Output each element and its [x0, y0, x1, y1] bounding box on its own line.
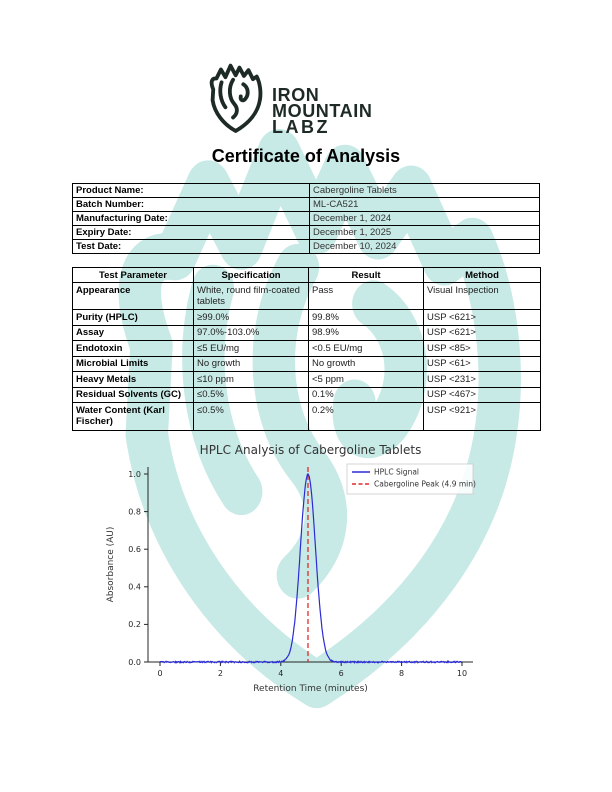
result-cell: <0.5 EU/mg — [308, 340, 424, 357]
specification-cell: ≤5 EU/mg — [193, 340, 309, 357]
method-cell: USP <921> — [423, 402, 541, 431]
result-row: Appearance White, round film-coated tabl… — [72, 282, 541, 310]
specification-cell: 97.0%-103.0% — [193, 324, 309, 341]
result-cell: Pass — [308, 282, 424, 310]
logo-word-mountain: MOUNTAIN — [272, 101, 373, 121]
signal-line — [159, 473, 463, 665]
legend-signal-label: HPLC Signal — [374, 468, 419, 477]
result-cell: 0.1% — [308, 386, 424, 403]
specification-cell: ≥99.0% — [193, 309, 309, 326]
results-header-row: Test Parameter Specification Result Meth… — [72, 267, 541, 283]
x-tick-label: 4 — [278, 669, 283, 678]
result-row: Assay 97.0%-103.0% 98.9% USP <621> — [72, 324, 541, 341]
x-tick-label: 8 — [399, 669, 404, 678]
info-value: December 10, 2024 — [309, 239, 540, 254]
test-results-table: Test Parameter Specification Result Meth… — [72, 267, 541, 431]
col-header-specification: Specification — [193, 267, 309, 283]
x-tick-label: 6 — [339, 669, 344, 678]
legend-box — [346, 463, 474, 495]
specification-cell: ≤10 ppm — [193, 371, 309, 388]
info-label: Product Name: — [72, 183, 310, 198]
x-tick-label: 10 — [457, 669, 467, 678]
result-row: Heavy Metals ≤10 ppm <5 ppm USP <231> — [72, 371, 541, 388]
info-value: December 1, 2025 — [309, 225, 540, 240]
info-row: Expiry Date: December 1, 2025 — [72, 225, 540, 240]
result-cell: No growth — [308, 355, 424, 372]
method-cell: USP <467> — [423, 386, 541, 403]
method-cell: Visual Inspection — [423, 282, 541, 310]
parameter-cell: Microbial Limits — [72, 355, 194, 372]
info-row: Batch Number: ML-CA521 — [72, 197, 540, 212]
specification-cell: ≤0.5% — [193, 402, 309, 431]
col-header-result: Result — [308, 267, 424, 283]
parameter-cell: Residual Solvents (GC) — [72, 386, 194, 403]
y-tick-label: 0.0 — [128, 658, 141, 667]
info-value: Cabergoline Tablets — [309, 183, 540, 198]
document-title: Certificate of Analysis — [211, 146, 401, 166]
x-tick-label: 2 — [218, 669, 223, 678]
mountain-fist-logo-icon — [209, 63, 263, 133]
info-row: Test Date: December 10, 2024 — [72, 239, 540, 254]
result-row: Purity (HPLC) ≥99.0% 99.8% USP <621> — [72, 309, 541, 326]
result-cell: <5 ppm — [308, 371, 424, 388]
y-tick-label: 1.0 — [128, 470, 141, 479]
parameter-cell: Assay — [72, 324, 194, 341]
info-label: Batch Number: — [72, 197, 310, 212]
logo-wordmark: IRON MOUNTAIN LABZ — [272, 85, 373, 137]
y-tick-label: 0.2 — [128, 620, 141, 629]
parameter-cell: Heavy Metals — [72, 371, 194, 388]
info-label: Test Date: — [72, 239, 310, 254]
y-tick-label: 0.8 — [128, 507, 141, 516]
result-row: Residual Solvents (GC) ≤0.5% 0.1% USP <4… — [72, 386, 541, 403]
specification-cell: No growth — [193, 355, 309, 372]
result-row: Water Content (Karl Fischer) ≤0.5% 0.2% … — [72, 402, 541, 431]
method-cell: USP <621> — [423, 324, 541, 341]
info-value: ML-CA521 — [309, 197, 540, 212]
info-label: Expiry Date: — [72, 225, 310, 240]
x-tick-label: 0 — [157, 669, 162, 678]
col-header-test-parameter: Test Parameter — [72, 267, 194, 283]
logo-word-iron: IRON — [272, 85, 320, 105]
logo-word-labz: LABZ — [272, 117, 330, 137]
specification-cell: White, round film-coated tablets — [193, 282, 309, 310]
y-tick-label: 0.6 — [128, 545, 141, 554]
hplc-chromatogram-chart: 0 2 4 6 8 10 0.0 0.2 0.4 0.6 0.8 1.0 HPLC Analysis o… — [106, 443, 476, 694]
specification-cell: ≤0.5% — [193, 386, 309, 403]
info-label: Manufacturing Date: — [72, 211, 310, 226]
result-cell: 98.9% — [308, 324, 424, 341]
parameter-cell: Appearance — [72, 282, 194, 310]
product-info-table: Product Name: Cabergoline Tablets Batch … — [72, 183, 540, 254]
x-axis-label: Retention Time (minutes) — [253, 684, 368, 694]
method-cell: USP <621> — [423, 309, 541, 326]
info-row: Product Name: Cabergoline Tablets — [72, 183, 540, 198]
info-row: Manufacturing Date: December 1, 2024 — [72, 211, 540, 226]
method-cell: USP <85> — [423, 340, 541, 357]
chart-title: HPLC Analysis of Cabergoline Tablets — [200, 443, 422, 457]
method-cell: USP <231> — [423, 371, 541, 388]
result-cell: 99.8% — [308, 309, 424, 326]
y-axis-label: Absorbance (AU) — [106, 527, 116, 603]
y-tick-label: 0.4 — [128, 583, 141, 592]
result-cell: 0.2% — [308, 402, 424, 431]
result-row: Endotoxin ≤5 EU/mg <0.5 EU/mg USP <85> — [72, 340, 541, 357]
parameter-cell: Purity (HPLC) — [72, 309, 194, 326]
col-header-method: Method — [423, 267, 541, 283]
result-row: Microbial Limits No growth No growth USP… — [72, 355, 541, 372]
method-cell: USP <61> — [423, 355, 541, 372]
parameter-cell: Endotoxin — [72, 340, 194, 357]
info-value: December 1, 2024 — [309, 211, 540, 226]
parameter-cell: Water Content (Karl Fischer) — [72, 402, 194, 431]
legend-peak-label: Cabergoline Peak (4.9 min) — [374, 480, 476, 489]
